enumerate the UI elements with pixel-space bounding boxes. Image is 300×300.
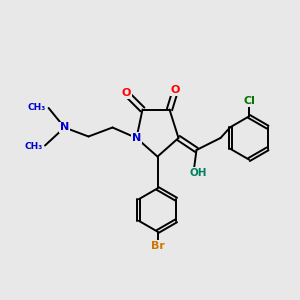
Text: Br: Br — [151, 241, 164, 251]
Text: O: O — [171, 85, 180, 95]
Text: CH₃: CH₃ — [24, 142, 43, 151]
Text: N: N — [60, 122, 69, 133]
Text: N: N — [132, 133, 141, 143]
Text: CH₃: CH₃ — [28, 103, 46, 112]
Text: OH: OH — [189, 167, 207, 178]
Text: O: O — [121, 88, 131, 98]
Text: Cl: Cl — [243, 96, 255, 106]
